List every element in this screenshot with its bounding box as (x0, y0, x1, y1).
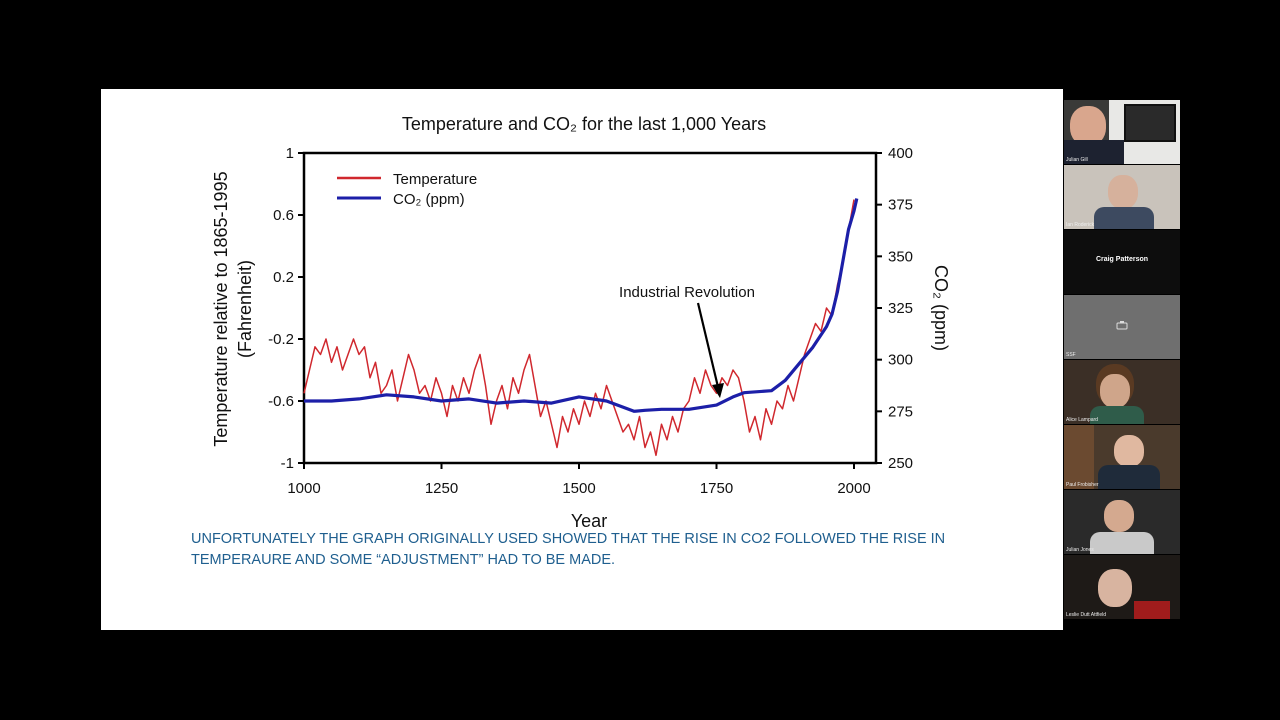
y-right-tick-label: 250 (888, 455, 913, 472)
y-left-tick-label: -0.2 (268, 331, 294, 348)
participant-tile[interactable]: Ian Roderick (1064, 165, 1180, 229)
x-tick-label: 1500 (562, 480, 595, 497)
participant-tile[interactable]: Alice Lampard (1064, 360, 1180, 424)
participant-video (1134, 601, 1170, 619)
y-right-tick-label: 375 (888, 197, 913, 214)
participant-gallery: Julian Gill Ian Roderick Craig Patterson… (1064, 100, 1180, 620)
participant-name: Alice Lampard (1066, 417, 1098, 423)
y-right-tick-label: 325 (888, 300, 913, 317)
right-axis: 400 375 350 325 300 275 250 (876, 145, 913, 472)
annotation-arrow (696, 302, 720, 388)
participant-video (1090, 532, 1154, 554)
participant-video (1094, 207, 1154, 229)
legend-temperature-label: Temperature (393, 171, 477, 188)
y-left-axis-label-line1: Temperature relative to 1865-1995 (211, 171, 231, 446)
y-left-axis-label-line2: (Fahrenheit) (235, 260, 255, 358)
participant-tile[interactable]: Julian Jones (1064, 490, 1180, 554)
left-axis: 1 0.6 0.2 -0.2 -0.6 -1 (268, 145, 304, 472)
y-right-tick-label: 275 (888, 403, 913, 420)
participant-name: Leslie Dutt Attfield (1066, 612, 1107, 618)
participant-name: Julian Gill (1066, 157, 1088, 163)
participant-video (1114, 435, 1144, 467)
y-right-axis-label: CO₂ (ppm) (931, 265, 951, 351)
y-left-tick-label: 0.6 (273, 207, 294, 224)
y-left-tick-label: 1 (286, 145, 294, 162)
slide-note: UNFORTUNATELY THE GRAPH ORIGINALLY USED … (191, 531, 946, 568)
participant-name: Craig Patterson (1095, 256, 1149, 263)
annotation-text: Industrial Revolution (619, 284, 755, 301)
y-left-tick-label: -1 (281, 455, 294, 472)
y-right-tick-label: 350 (888, 248, 913, 265)
participant-tile[interactable]: Paul Frobisher (1064, 425, 1180, 489)
y-right-tick-label: 300 (888, 352, 913, 369)
x-tick-label: 2000 (837, 480, 870, 497)
annotation-arrowhead (712, 383, 724, 398)
y-left-tick-label: -0.6 (268, 393, 294, 410)
participant-video (1098, 465, 1160, 489)
participant-video (1098, 569, 1132, 607)
chart-title: Temperature and CO₂ for the last 1,000 Y… (402, 114, 766, 134)
legend-co2-label: CO₂ (ppm) (393, 191, 465, 208)
camera-off-icon (1116, 321, 1128, 330)
participant-video (1070, 106, 1106, 146)
x-tick-label: 1750 (700, 480, 733, 497)
temperature-series-line (303, 199, 855, 457)
participant-video (1124, 104, 1176, 142)
participant-video (1104, 500, 1134, 532)
participant-tile[interactable]: Leslie Dutt Attfield (1064, 555, 1180, 619)
industrial-revolution-annotation: Industrial Revolution (619, 284, 755, 398)
chart: Temperature and CO₂ for the last 1,000 Y… (211, 114, 951, 531)
participant-video (1100, 374, 1130, 408)
participant-tile[interactable]: Julian Gill (1064, 100, 1180, 164)
participant-name: Julian Jones (1066, 547, 1094, 553)
participant-video (1064, 425, 1094, 489)
co2-series-line (304, 198, 859, 413)
participant-video (1064, 140, 1124, 164)
participant-name: Paul Frobisher (1066, 482, 1099, 488)
y-left-tick-label: 0.2 (273, 269, 294, 286)
participant-tile[interactable]: SSF (1064, 295, 1180, 359)
participant-tile[interactable]: Craig Patterson (1064, 230, 1180, 294)
legend: Temperature CO₂ (ppm) (337, 171, 477, 208)
x-tick-label: 1000 (287, 480, 320, 497)
x-tick-label: 1250 (425, 480, 458, 497)
participant-name: SSF (1066, 352, 1076, 358)
series-layer (303, 198, 859, 457)
participant-video (1090, 406, 1144, 424)
x-axis: 1000 1250 1500 1750 2000 (287, 463, 871, 497)
presentation-slide: Temperature and CO₂ for the last 1,000 Y… (101, 89, 1063, 630)
y-right-tick-label: 400 (888, 145, 913, 162)
x-axis-label: Year (571, 511, 607, 531)
participant-name: Ian Roderick (1066, 222, 1095, 228)
participant-video (1108, 175, 1138, 209)
